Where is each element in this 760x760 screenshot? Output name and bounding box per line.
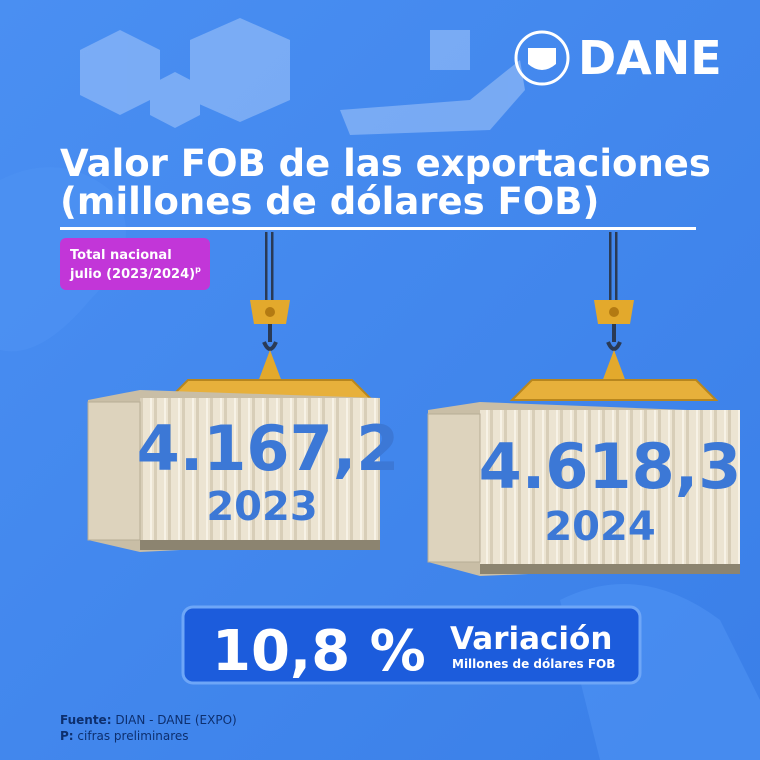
title-line: Valor FOB de las exportaciones (60, 142, 711, 185)
footer-line: Fuente: DIAN - DANE (EXPO) (60, 713, 237, 727)
tag-mark: p (195, 265, 201, 274)
container-value: 4.167,2 (137, 412, 400, 485)
variation-box (181, 605, 642, 685)
title-line: (millones de dólares FOB) (60, 180, 599, 223)
tag-line: Total nacional (70, 248, 172, 263)
title-rule (60, 227, 696, 230)
container-year: 2023 (206, 484, 317, 530)
tag-box (60, 238, 210, 290)
tag-line: julio (2023/2024)p (69, 265, 201, 282)
container-year: 2024 (544, 504, 655, 550)
boxes-icon (80, 18, 525, 135)
variation-value: 10,8 % (212, 619, 426, 684)
tag-text: julio (2023/2024) (69, 267, 195, 282)
container (87, 390, 380, 552)
logo: DANE (514, 30, 722, 86)
footer-line: P: cifras preliminares (60, 729, 189, 743)
variation-label: Variación (450, 621, 612, 657)
container (427, 402, 740, 576)
container-value: 4.618,3 (479, 430, 742, 503)
logo-text: DANE (578, 31, 722, 85)
footer-label: P: (60, 729, 74, 743)
variation-unit: Millones de dólares FOB (452, 657, 615, 671)
footer-text: cifras preliminares (77, 729, 188, 743)
footer-text: DIAN - DANE (EXPO) (115, 713, 236, 727)
footer-label: Fuente: (60, 713, 112, 727)
